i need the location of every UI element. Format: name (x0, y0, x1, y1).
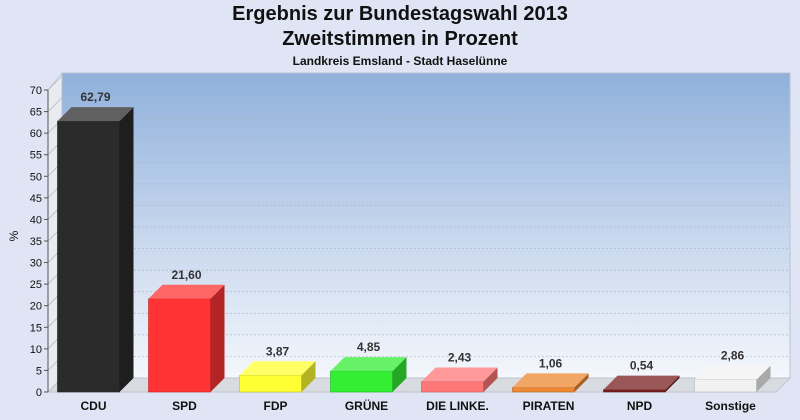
x-tick-label: CDU (81, 399, 107, 413)
bar-side (756, 365, 771, 392)
bar-piraten (512, 373, 589, 393)
gridline-side (47, 97, 63, 112)
bar-fdp (239, 361, 316, 393)
bar-top (239, 361, 316, 376)
y-tick-label: 55 (30, 150, 42, 162)
y-tick-label: 15 (30, 322, 42, 334)
bar-front (694, 379, 757, 393)
y-tick-label: 10 (30, 344, 42, 356)
bar-top (512, 373, 589, 388)
data-label: 1,06 (539, 356, 563, 370)
data-label: 2,43 (448, 351, 472, 365)
bar-die-linke (421, 367, 498, 393)
data-label: 0,54 (630, 359, 654, 373)
data-label: 62,79 (80, 90, 110, 104)
bar-front (148, 298, 211, 393)
bar-side (574, 373, 589, 392)
gridline-side (47, 75, 63, 91)
y-tick-label: 30 (30, 258, 42, 270)
bar-top (330, 357, 407, 372)
bar-front (421, 381, 484, 393)
bar-top (421, 367, 498, 382)
bar-spd (148, 284, 225, 393)
y-tick-label: 70 (30, 85, 42, 97)
y-tick-label: 0 (36, 387, 42, 399)
y-axis-label: % (7, 230, 21, 241)
data-label: 4,85 (357, 340, 381, 354)
bar-npd (603, 375, 680, 393)
x-tick-label: Sonstige (705, 399, 756, 413)
y-tick-label: 35 (30, 236, 42, 248)
bar-side (483, 367, 498, 392)
bar-front (512, 387, 575, 393)
bar-front (57, 120, 120, 393)
x-tick-label: GRÜNE (345, 398, 388, 413)
bar-top (57, 107, 134, 122)
chart-title-line2: Zweitstimmen in Prozent (282, 28, 518, 50)
x-tick-label: NPD (627, 399, 653, 413)
y-tick-label: 45 (30, 193, 42, 205)
y-tick-label: 50 (30, 171, 42, 183)
bar-side (392, 357, 407, 392)
chart-subtitle: Landkreis Emsland - Stadt Haselünne (292, 54, 508, 68)
bar-top (694, 365, 771, 380)
y-tick-label: 40 (30, 214, 42, 226)
y-tick-label: 65 (30, 107, 42, 119)
y-tick-label: 5 (36, 365, 42, 377)
data-label: 3,87 (266, 344, 290, 358)
bar-side (119, 107, 134, 392)
bar-side (210, 284, 225, 392)
bar-front (239, 375, 302, 393)
bar-top (603, 375, 680, 390)
bar-gr-ne (330, 357, 407, 393)
bar-sonstige (694, 365, 771, 393)
y-tick-label: 60 (30, 128, 42, 140)
bar-front (603, 389, 666, 393)
data-label: 2,86 (721, 349, 745, 363)
x-tick-label: PIRATEN (523, 399, 575, 413)
bar-top (148, 284, 225, 299)
data-label: 21,60 (171, 268, 201, 282)
x-tick-label: FDP (264, 399, 288, 413)
chart-title: Ergebnis zur Bundestagswahl 2013 (232, 3, 568, 25)
x-tick-label: SPD (172, 399, 197, 413)
bar-front (330, 370, 393, 393)
bar-side (665, 375, 680, 392)
bar-cdu (57, 107, 134, 393)
bar-side (301, 361, 316, 392)
y-tick-label: 25 (30, 279, 42, 291)
x-tick-label: DIE LINKE. (426, 399, 489, 413)
y-tick-label: 20 (30, 301, 42, 313)
